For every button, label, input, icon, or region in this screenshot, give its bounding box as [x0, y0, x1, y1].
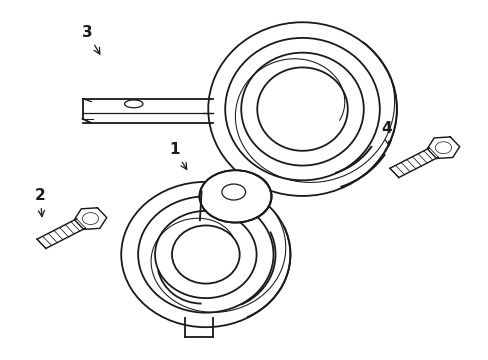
Text: 1: 1 — [169, 142, 186, 169]
Text: 4: 4 — [381, 121, 392, 146]
Ellipse shape — [199, 170, 271, 222]
Text: 3: 3 — [82, 25, 100, 54]
Text: 2: 2 — [35, 188, 45, 217]
